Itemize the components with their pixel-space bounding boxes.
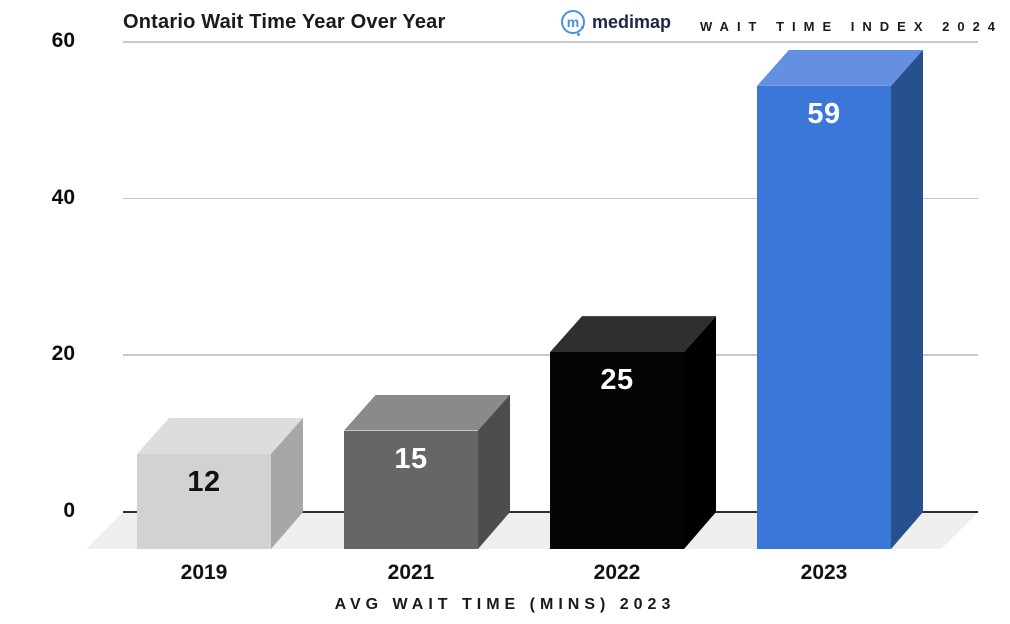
x-tick-label: 2022 bbox=[593, 561, 641, 584]
medimap-logo-icon: m bbox=[561, 10, 585, 36]
y-tick-label: 0 bbox=[63, 499, 75, 522]
bar-top-face bbox=[344, 394, 510, 431]
wait-time-index-label: WAIT TIME INDEX 2024 bbox=[700, 19, 1004, 34]
bar-front bbox=[757, 85, 891, 549]
gridline bbox=[123, 197, 978, 200]
bar-top-face bbox=[757, 49, 923, 86]
y-tick-label: 60 bbox=[51, 29, 75, 52]
bar-value-label: 12 bbox=[187, 466, 221, 498]
logo-dot bbox=[581, 26, 584, 29]
bar-side-face bbox=[684, 316, 716, 549]
x-tick-label: 2019 bbox=[180, 561, 228, 584]
logo-letter: m bbox=[566, 14, 580, 30]
x-tick-label: 2023 bbox=[800, 561, 848, 584]
y-tick-label: 40 bbox=[51, 185, 75, 209]
bar-side-face bbox=[891, 49, 923, 549]
x-axis-title: AVG WAIT TIME (MINS) 2023 bbox=[334, 596, 676, 613]
bar-value-label: 25 bbox=[600, 364, 634, 397]
bar-front bbox=[137, 454, 271, 549]
chart-title: Ontario Wait Time Year Over Year bbox=[123, 11, 446, 33]
brand-name: medimap bbox=[592, 11, 672, 32]
bar-top-face bbox=[550, 316, 716, 353]
y-tick-label: 20 bbox=[51, 342, 75, 366]
bar-front bbox=[344, 430, 478, 549]
bar-front bbox=[550, 352, 684, 549]
medimap-logo: m medimap bbox=[561, 10, 672, 36]
x-tick-label: 2021 bbox=[387, 561, 435, 584]
bar-value-label: 59 bbox=[807, 97, 841, 130]
bar-value-label: 15 bbox=[394, 442, 428, 475]
gridline bbox=[123, 41, 978, 43]
logo-dot bbox=[577, 33, 580, 36]
bar-top-face bbox=[137, 418, 303, 454]
